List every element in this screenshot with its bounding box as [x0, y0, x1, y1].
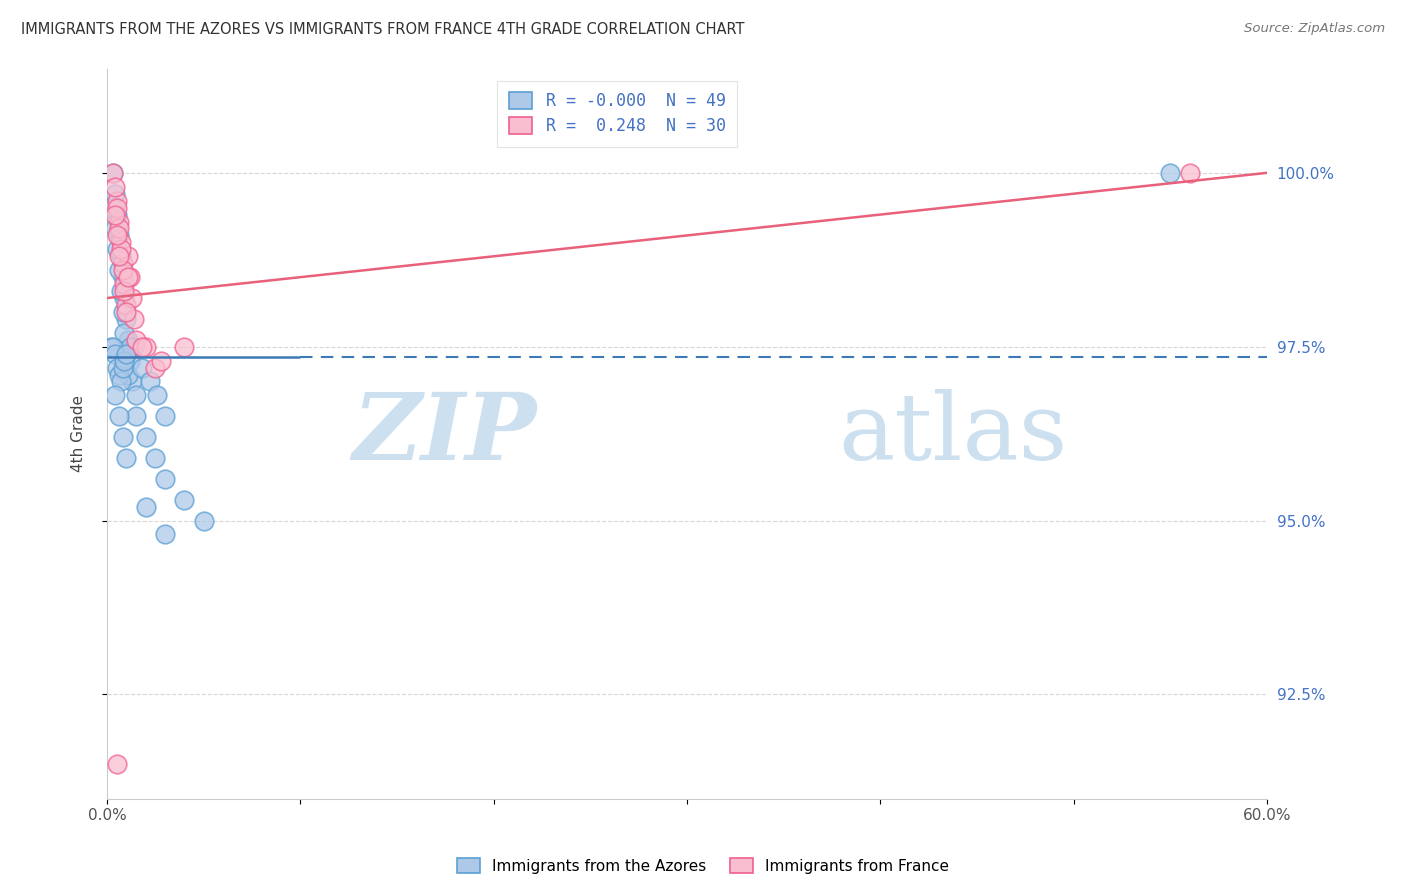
Point: [120, 270, 142, 285]
Point: [122, 311, 145, 326]
Point: [105, 243, 128, 257]
Point: [110, 243, 132, 257]
Point: [115, 298, 138, 312]
Y-axis label: 4th Grade: 4th Grade: [72, 395, 86, 472]
Point: [107, 409, 129, 424]
Point: [115, 450, 138, 465]
Point: [111, 270, 134, 285]
Point: [101, 166, 124, 180]
Point: [105, 208, 128, 222]
Point: [125, 333, 148, 347]
Point: [115, 346, 138, 360]
Point: [145, 450, 167, 465]
Point: [115, 311, 138, 326]
Point: [131, 340, 153, 354]
Point: [105, 360, 128, 375]
Point: [115, 346, 138, 360]
Point: [114, 284, 136, 298]
Point: [120, 340, 142, 354]
Point: [125, 388, 148, 402]
Legend: Immigrants from the Azores, Immigrants from France: Immigrants from the Azores, Immigrants f…: [451, 852, 955, 880]
Text: atlas: atlas: [838, 389, 1067, 479]
Point: [107, 249, 129, 263]
Point: [110, 235, 132, 250]
Point: [173, 492, 195, 507]
Point: [114, 326, 136, 340]
Point: [135, 340, 157, 354]
Point: [120, 353, 142, 368]
Text: Source: ZipAtlas.com: Source: ZipAtlas.com: [1244, 22, 1385, 36]
Point: [110, 375, 132, 389]
Point: [1159, 166, 1181, 180]
Point: [1178, 166, 1201, 180]
Point: [131, 360, 153, 375]
Point: [121, 291, 143, 305]
Point: [107, 214, 129, 228]
Point: [104, 346, 127, 360]
Point: [101, 340, 124, 354]
Point: [121, 375, 143, 389]
Point: [135, 500, 157, 514]
Point: [114, 277, 136, 292]
Point: [107, 228, 129, 243]
Point: [117, 249, 139, 263]
Point: [153, 527, 176, 541]
Point: [117, 368, 139, 382]
Point: [114, 353, 136, 368]
Point: [150, 353, 173, 368]
Point: [138, 375, 160, 389]
Text: IMMIGRANTS FROM THE AZORES VS IMMIGRANTS FROM FRANCE 4TH GRADE CORRELATION CHART: IMMIGRANTS FROM THE AZORES VS IMMIGRANTS…: [21, 22, 745, 37]
Point: [117, 333, 139, 347]
Text: ZIP: ZIP: [352, 389, 536, 479]
Point: [115, 305, 138, 319]
Point: [145, 360, 167, 375]
Point: [193, 514, 215, 528]
Point: [104, 388, 127, 402]
Point: [107, 221, 129, 235]
Point: [110, 249, 132, 263]
Point: [111, 263, 134, 277]
Point: [153, 472, 176, 486]
Point: [104, 208, 127, 222]
Point: [111, 256, 134, 270]
Point: [101, 201, 124, 215]
Point: [104, 186, 127, 201]
Point: [100, 340, 122, 354]
Point: [107, 263, 129, 277]
Point: [114, 291, 136, 305]
Point: [125, 409, 148, 424]
Point: [105, 201, 128, 215]
Point: [146, 388, 169, 402]
Point: [104, 221, 127, 235]
Point: [101, 166, 124, 180]
Point: [117, 270, 139, 285]
Point: [173, 340, 195, 354]
Point: [153, 409, 176, 424]
Point: [104, 179, 127, 194]
Point: [111, 305, 134, 319]
Point: [122, 340, 145, 354]
Point: [111, 360, 134, 375]
Point: [135, 430, 157, 444]
Legend: R = -0.000  N = 49, R =  0.248  N = 30: R = -0.000 N = 49, R = 0.248 N = 30: [498, 80, 738, 147]
Point: [105, 756, 128, 771]
Point: [107, 368, 129, 382]
Point: [111, 430, 134, 444]
Point: [105, 228, 128, 243]
Point: [105, 194, 128, 208]
Point: [110, 284, 132, 298]
